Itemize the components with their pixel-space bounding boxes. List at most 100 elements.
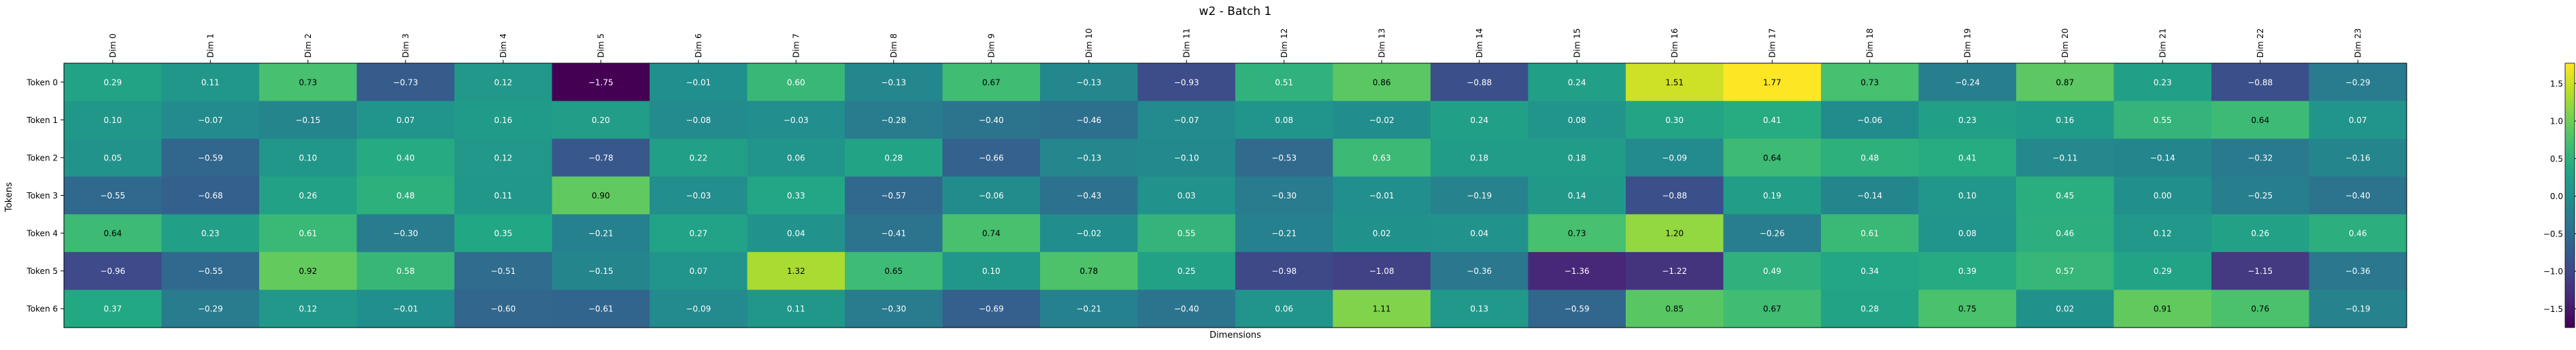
cell-value-label: 0.67: [1763, 304, 1782, 314]
heatmap-cell: [64, 290, 163, 328]
heatmap-cell: [1626, 63, 1724, 102]
cell-value-label: 0.51: [1275, 77, 1293, 87]
cell-value-label: 0.07: [689, 266, 707, 276]
heatmap-cell: [1235, 290, 1334, 328]
heatmap-cell: [747, 101, 846, 139]
cell-value-label: −0.66: [979, 153, 1004, 162]
cell-value-label: 0.08: [1568, 116, 1586, 125]
heatmap-cell: [259, 101, 358, 139]
heatmap-cell: [2309, 101, 2407, 139]
cell-value-label: 0.48: [1860, 153, 1879, 162]
heatmap-cell: [747, 176, 846, 215]
cell-value-label: 0.29: [103, 77, 122, 87]
heatmap-cell: [2016, 290, 2115, 328]
cell-value-label: 0.41: [1763, 116, 1782, 125]
cell-value-label: −0.32: [2247, 153, 2273, 162]
heatmap-cell: [942, 214, 1041, 253]
cell-value-label: 0.65: [884, 266, 903, 276]
cell-value-label: 0.33: [787, 191, 805, 200]
cell-value-label: −0.28: [881, 116, 906, 125]
cell-value-label: −0.40: [2345, 191, 2371, 200]
cell-value-label: 0.39: [1958, 266, 1977, 276]
heatmap-cell: [1333, 139, 1431, 177]
heatmap-cell: [2016, 176, 2115, 215]
cell-value-label: 0.29: [2154, 266, 2172, 276]
cell-value-label: −0.19: [1467, 191, 1492, 200]
heatmap-cell: [1040, 290, 1139, 328]
cell-value-label: 0.19: [1763, 191, 1782, 200]
cell-value-label: −0.07: [198, 116, 223, 125]
heatmap-cell: [64, 139, 163, 177]
cell-value-label: −0.59: [198, 153, 223, 162]
x-tick-label: Dim 0: [108, 33, 118, 58]
cell-value-label: 0.02: [1373, 229, 1391, 239]
cell-value-label: 0.22: [689, 153, 707, 162]
heatmap-cell: [1626, 139, 1724, 177]
cell-value-label: 0.30: [1665, 116, 1684, 125]
heatmap-cell: [259, 214, 358, 253]
cell-value-label: −0.40: [1174, 304, 1199, 314]
cell-value-label: −0.40: [979, 116, 1004, 125]
heatmap-cell: [1235, 139, 1334, 177]
heatmap-cell: [942, 63, 1041, 102]
heatmap-cell: [1723, 176, 1822, 215]
cell-value-label: −0.88: [1467, 77, 1492, 87]
cell-value-label: 0.23: [1958, 116, 1977, 125]
cell-value-label: −0.15: [588, 266, 614, 276]
x-tick-label: Dim 18: [1865, 29, 1875, 58]
heatmap-cell: [161, 176, 260, 215]
colorbar-tick-label: −1.5: [2543, 304, 2563, 314]
heatmap-cell: [2113, 251, 2212, 291]
heatmap-cell: [1431, 176, 1529, 215]
heatmap-cell: [356, 290, 455, 328]
x-tick-label: Dim 7: [791, 33, 801, 58]
y-tick-label: Token 4: [26, 229, 58, 239]
heatmap-cell: [1333, 176, 1431, 215]
heatmap-cell: [552, 63, 650, 102]
cell-value-label: −0.61: [588, 304, 614, 314]
colorbar-tick-label: 0.0: [2550, 192, 2563, 201]
cell-value-label: 0.76: [2251, 304, 2269, 314]
heatmap-cell: [259, 176, 358, 215]
cell-value-label: −0.57: [881, 191, 906, 200]
heatmap-cell: [1626, 290, 1724, 328]
heatmap-cell: [1137, 101, 1236, 139]
cell-value-label: −0.16: [2345, 153, 2371, 162]
x-tick-label: Dim 11: [1182, 29, 1191, 58]
cell-value-label: 0.85: [1665, 304, 1684, 314]
cell-value-label: −0.06: [979, 191, 1004, 200]
x-tick-label: Dim 15: [1572, 29, 1582, 58]
heatmap-cell: [2309, 214, 2407, 253]
heatmap-cell: [161, 251, 260, 291]
cell-value-label: 0.78: [1080, 266, 1098, 276]
heatmap-cell: [650, 101, 748, 139]
heatmap-cell: [1040, 101, 1139, 139]
cell-value-label: 0.16: [2056, 116, 2074, 125]
cell-value-label: 0.24: [1470, 116, 1488, 125]
heatmap-cell: [1431, 214, 1529, 253]
x-tick-label: Dim 6: [694, 33, 703, 58]
colorbar-tick-label: 0.5: [2550, 154, 2563, 164]
cell-value-label: 0.64: [2251, 116, 2269, 125]
cell-value-label: 0.34: [1860, 266, 1879, 276]
cell-value-label: −0.02: [1369, 116, 1394, 125]
heatmap-cell: [1918, 63, 2017, 102]
cell-value-label: 0.25: [1177, 266, 1196, 276]
cell-value-label: 0.14: [1568, 191, 1586, 200]
x-tick-label: Dim 2: [303, 33, 313, 58]
cell-value-label: 0.06: [787, 153, 805, 162]
x-tick-label: Dim 23: [2353, 29, 2362, 58]
cell-value-labels: 0.29 0.11 0.73 −0.73 0.12 −1.75 −0.01 0.60 −0.13…: [100, 77, 2370, 313]
cell-value-label: −0.30: [393, 229, 418, 239]
y-tick-label: Token 2: [26, 153, 58, 162]
heatmap-cell: [2309, 176, 2407, 215]
heatmap-cell: [1137, 139, 1236, 177]
x-axis-label: Dimensions: [1209, 330, 1261, 340]
y-axis-ticks: Token 0 Token 1 Token 2 Token 3 Token 4 Token…: [26, 77, 64, 314]
y-tick-label: Token 6: [26, 304, 58, 314]
cell-value-label: −0.11: [2052, 153, 2077, 162]
heatmap-cell: [2016, 101, 2115, 139]
cell-value-label: 0.73: [1568, 229, 1586, 239]
cell-value-label: 0.10: [1958, 191, 1977, 200]
